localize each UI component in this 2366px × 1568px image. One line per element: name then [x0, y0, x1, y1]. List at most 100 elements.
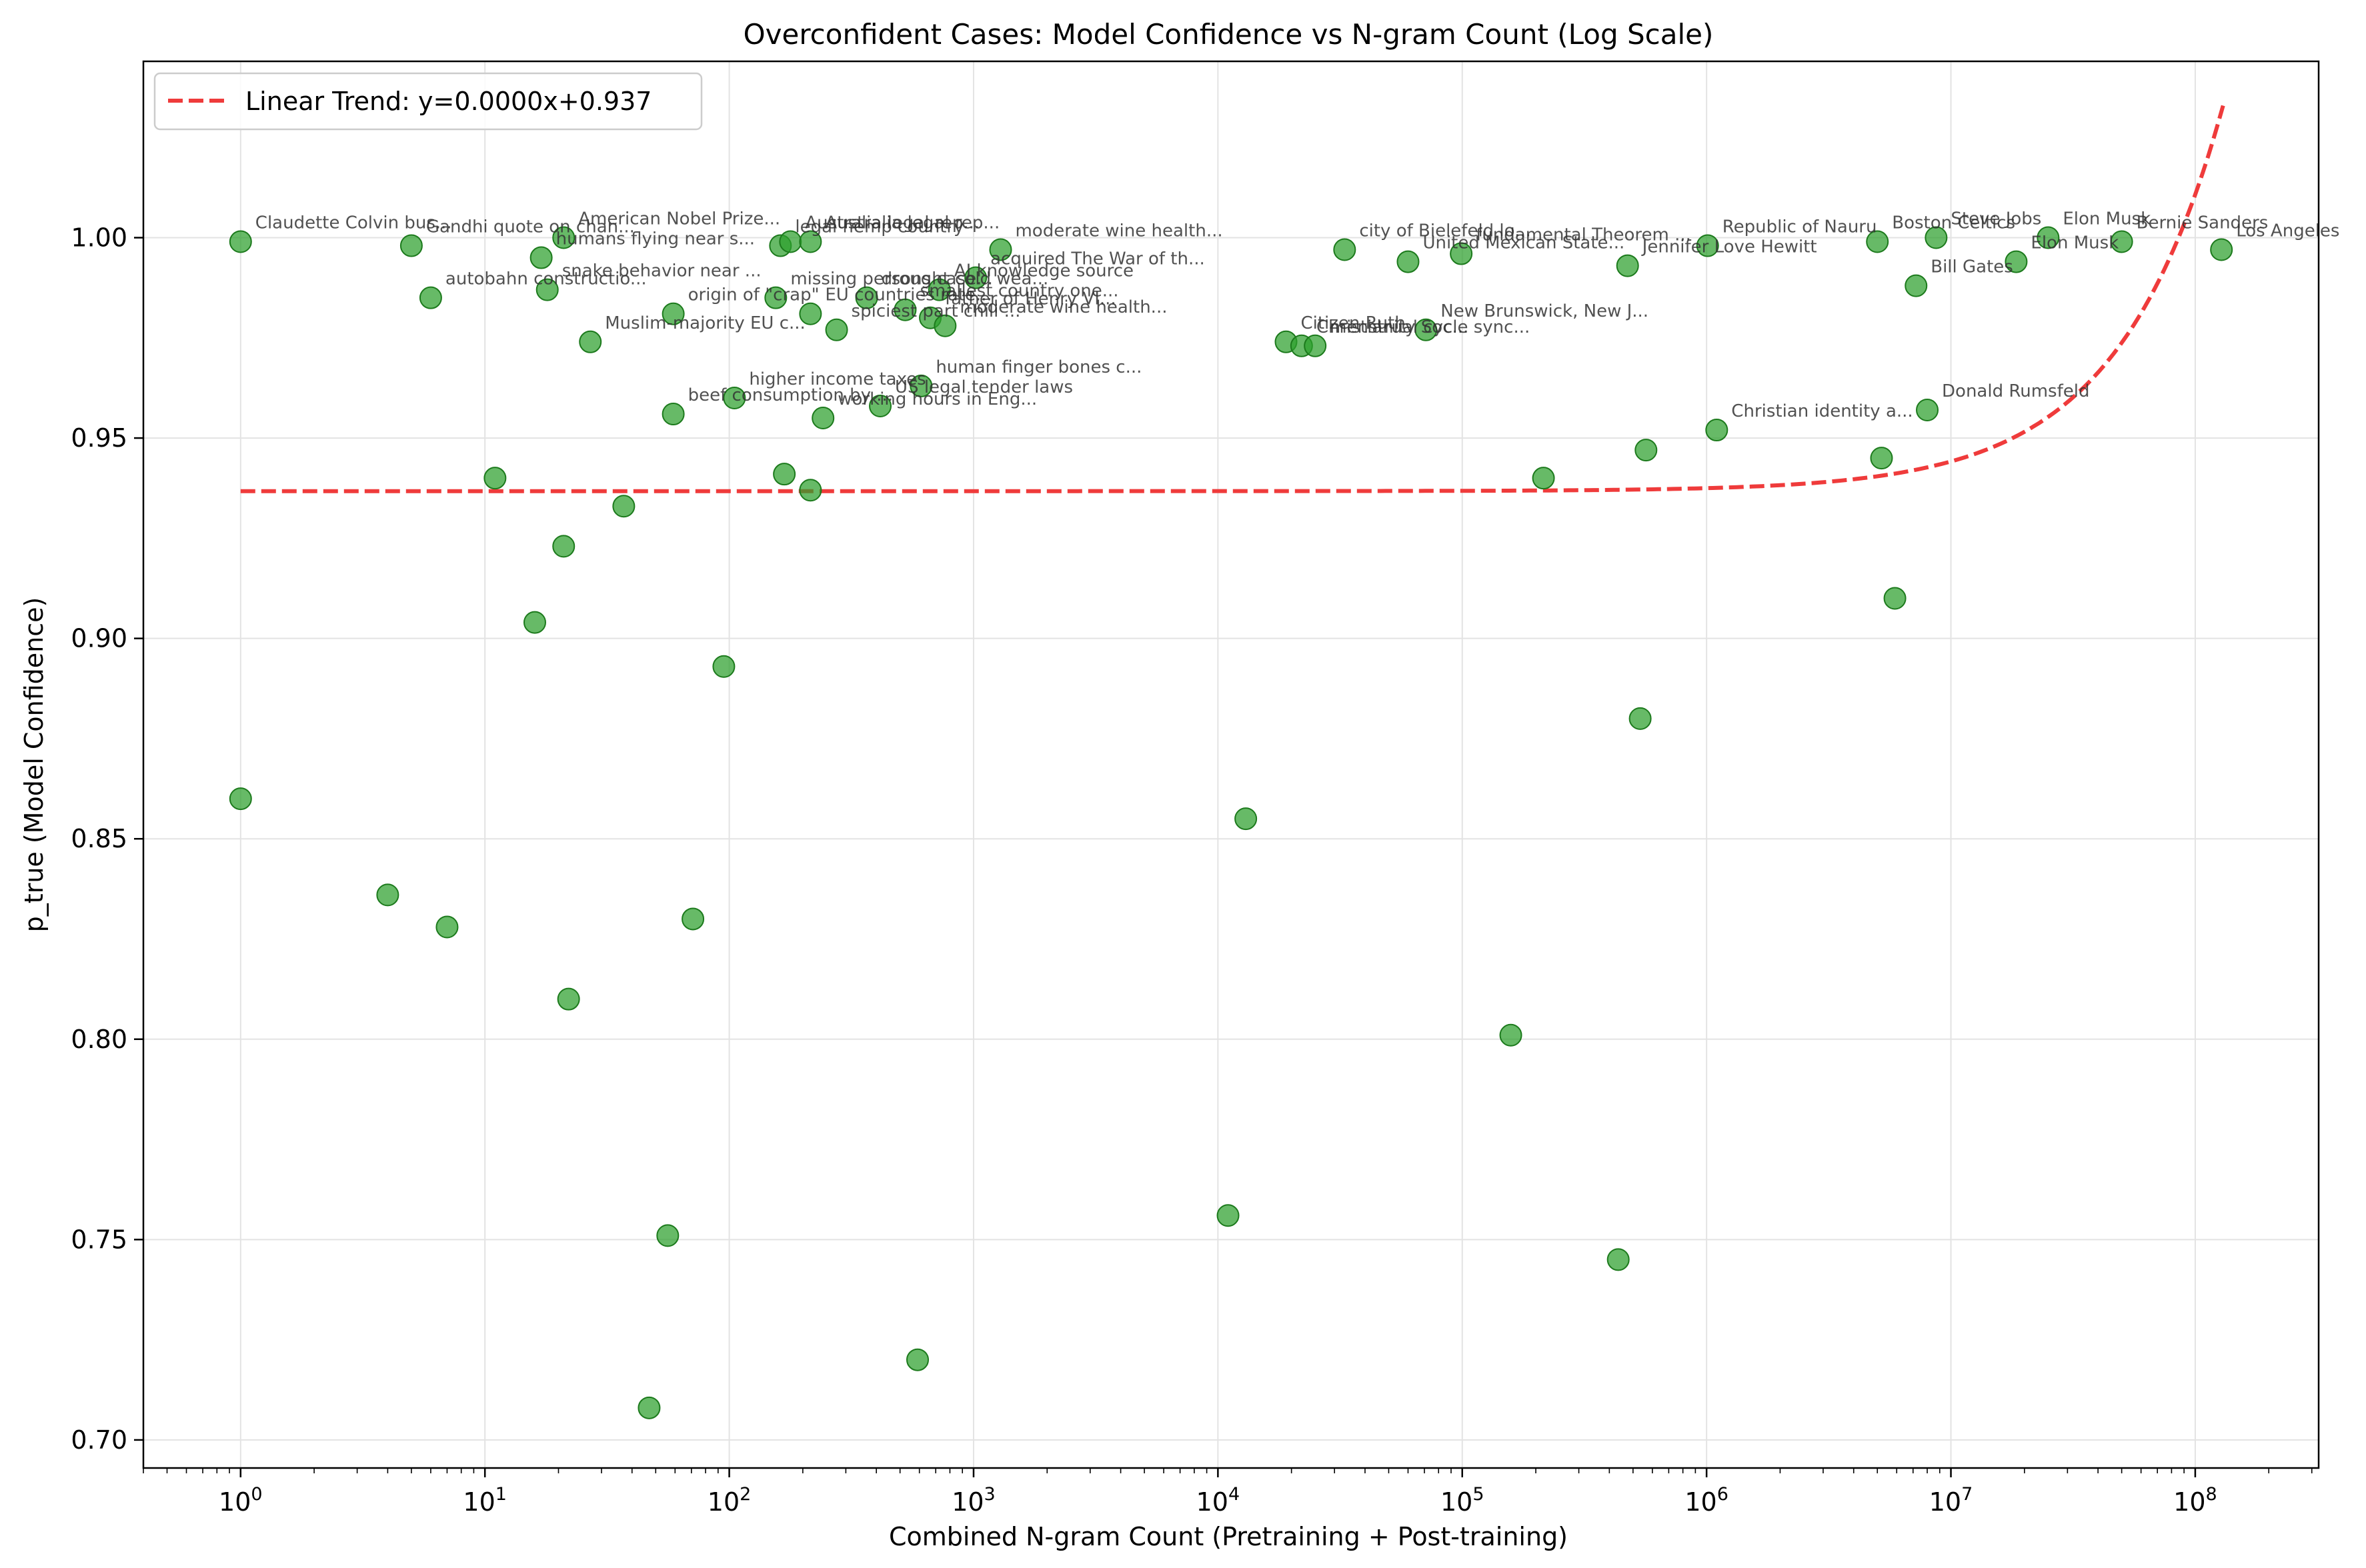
data-point [2110, 230, 2133, 253]
point-annotation: autobahn constructio... [445, 269, 647, 289]
x-tick-label: 108 [2173, 1484, 2217, 1517]
x-tick-label: 104 [1196, 1484, 1240, 1517]
point-annotation: Donald Rumsfeld [1942, 381, 2089, 401]
x-tick-label: 100 [219, 1484, 263, 1517]
point-annotation: Muslim-majority EU c... [605, 313, 806, 333]
data-point [523, 611, 546, 634]
y-tick-label: 0.90 [71, 624, 127, 653]
x-tick-label: 101 [463, 1484, 507, 1517]
data-point [989, 238, 1012, 261]
point-annotation: human finger bones c... [936, 357, 1142, 377]
data-point [855, 286, 878, 309]
x-tick-label: 107 [1929, 1484, 1973, 1517]
data-point [1304, 334, 1327, 357]
data-point [1606, 1248, 1630, 1271]
data-point [376, 883, 399, 907]
data-point [773, 463, 796, 486]
data-point [812, 407, 835, 430]
point-annotation: Bernie Sanders [2137, 213, 2269, 233]
data-point [419, 286, 442, 309]
legend: Linear Trend: y=0.0000x+0.937 [153, 72, 703, 131]
data-point [1532, 467, 1555, 490]
data-point [799, 230, 822, 253]
data-point [1499, 1023, 1522, 1047]
data-point [825, 318, 848, 341]
point-annotation: working hours in Eng... [838, 389, 1037, 409]
data-point [799, 479, 822, 502]
data-point [1450, 242, 1473, 265]
data-point [552, 226, 575, 249]
y-tick-label: 0.95 [71, 423, 127, 453]
grid-layer [143, 61, 2319, 1468]
point-annotation: Steve Jobs [1951, 209, 2041, 229]
point-annotation: higher income taxes [749, 369, 926, 389]
x-axis-label: Combined N-gram Count (Pretraining + Pos… [889, 1522, 1568, 1551]
data-point [799, 302, 822, 325]
point-annotation: Christianity Soc... [1316, 317, 1469, 337]
data-point [906, 1348, 930, 1371]
point-annotation: Bill Gates [1931, 257, 2013, 277]
data-point [712, 655, 736, 678]
point-annotation: Los Angeles [2236, 221, 2339, 241]
data-point [399, 234, 423, 257]
y-axis-label: p_true (Model Confidence) [19, 597, 49, 933]
data-point [682, 907, 705, 931]
labels-layer: Claudette Colvin bus...Gandhi quote on c… [255, 209, 2340, 422]
point-annotation: United Mexican State... [1422, 233, 1624, 253]
data-point [764, 286, 788, 309]
x-tick-label: 105 [1440, 1484, 1484, 1517]
point-annotation: New Brunswick, New J... [1440, 301, 1648, 321]
point-annotation: humans flying near s... [556, 229, 755, 249]
point-annotation: Gandhi quote on chan... [426, 217, 635, 237]
data-point [638, 1396, 661, 1419]
point-annotation: Citizen Ruth [1300, 313, 1405, 333]
point-annotation: snake behavior near ... [562, 261, 762, 281]
data-point [656, 1224, 680, 1247]
data-point [1705, 419, 1728, 442]
data-point [1634, 439, 1658, 462]
y-tick-label: 0.70 [71, 1425, 127, 1455]
point-annotation: origin of "crap" [688, 285, 820, 305]
data-point [229, 230, 252, 253]
point-annotation: moderate wine health... [960, 297, 1167, 317]
point-annotation: US legal tender laws [895, 377, 1073, 397]
data-point [1628, 707, 1652, 730]
point-annotation: American Nobel Prize... [578, 209, 780, 229]
point-annotation: Australia legal rep... [805, 213, 980, 233]
data-point [964, 266, 988, 289]
data-point [1905, 274, 1928, 297]
data-point [2037, 226, 2060, 249]
data-point [662, 403, 685, 426]
data-point [1925, 226, 1948, 249]
data-point [1234, 807, 1258, 831]
data-point [723, 386, 746, 409]
x-tick-label: 102 [708, 1484, 752, 1517]
y-tick-label: 0.75 [71, 1225, 127, 1254]
data-point [1396, 250, 1420, 273]
data-point [1333, 238, 1356, 261]
data-point [934, 314, 957, 337]
data-point [1870, 447, 1893, 470]
point-annotation: Republic of Nauru [1722, 217, 1877, 237]
point-annotation: beef consumption by ... [688, 385, 893, 405]
data-point [612, 495, 636, 518]
data-point [869, 394, 892, 417]
point-annotation: smallest country one... [920, 281, 1118, 301]
data-point [910, 374, 933, 397]
point-annotation: fundamental Theorem ... [1476, 225, 1691, 245]
data-point [1883, 587, 1907, 610]
x-tick-label: 106 [1684, 1484, 1728, 1517]
point-annotation: Australia legal rep... [825, 213, 1000, 233]
data-point [1616, 254, 1639, 277]
data-point [928, 278, 951, 301]
axis-layer: 100 101 102 103 104 105 106 107 108 0.70 0.75 0.80 0… [71, 223, 2313, 1517]
legend-trend-label: Linear Trend: y=0.0000x+0.937 [245, 87, 652, 116]
data-point [1916, 398, 1939, 421]
data-point [435, 915, 459, 939]
data-point [662, 302, 685, 325]
legend-box [153, 72, 703, 131]
data-point [894, 298, 917, 321]
points-layer [229, 226, 2233, 1419]
